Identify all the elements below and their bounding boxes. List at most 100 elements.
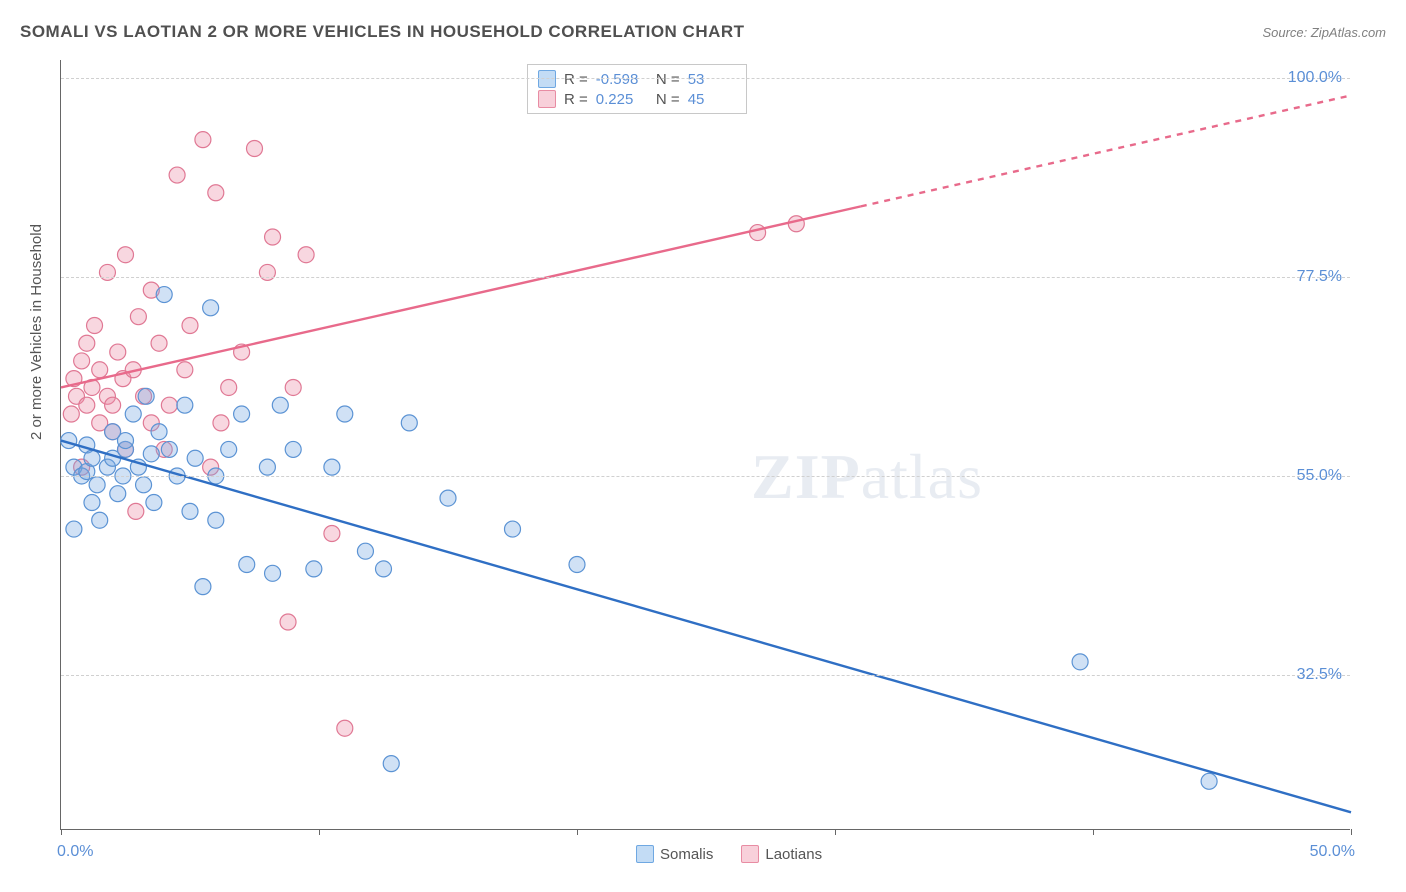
y-tick-label: 100.0%	[1288, 69, 1342, 87]
data-point	[118, 433, 134, 449]
legend-swatch	[741, 845, 759, 863]
data-point	[110, 486, 126, 502]
data-point	[182, 318, 198, 334]
data-point	[569, 556, 585, 572]
data-point	[306, 561, 322, 577]
data-point	[505, 521, 521, 537]
x-tick	[835, 829, 836, 835]
data-point	[87, 318, 103, 334]
r-value: -0.598	[596, 71, 644, 88]
data-point	[182, 503, 198, 519]
x-tick	[577, 829, 578, 835]
data-point	[265, 565, 281, 581]
data-point	[221, 441, 237, 457]
stats-legend-row: R = -0.598 N = 53	[538, 69, 736, 89]
y-tick-label: 32.5%	[1297, 666, 1342, 684]
data-point	[239, 556, 255, 572]
r-label: R =	[564, 91, 588, 108]
data-point	[265, 229, 281, 245]
source-label: Source: ZipAtlas.com	[1262, 25, 1386, 40]
data-point	[1072, 654, 1088, 670]
gridline	[61, 78, 1350, 79]
plot-area: ZIPatlas R = -0.598 N = 53 R = 0.225 N =…	[60, 60, 1350, 830]
data-point	[195, 132, 211, 148]
regression-line	[61, 441, 1351, 813]
x-tick-label: 50.0%	[1310, 843, 1355, 861]
x-tick	[61, 829, 62, 835]
data-point	[1201, 773, 1217, 789]
chart-title: SOMALI VS LAOTIAN 2 OR MORE VEHICLES IN …	[20, 22, 745, 42]
data-point	[146, 495, 162, 511]
data-point	[99, 264, 115, 280]
data-point	[63, 406, 79, 422]
data-point	[440, 490, 456, 506]
data-point	[177, 362, 193, 378]
x-tick	[319, 829, 320, 835]
data-point	[208, 185, 224, 201]
y-tick-label: 55.0%	[1297, 467, 1342, 485]
data-point	[92, 362, 108, 378]
n-label: N =	[652, 71, 680, 88]
data-point	[750, 225, 766, 241]
series-legend: Somalis Laotians	[636, 845, 822, 863]
data-point	[298, 247, 314, 263]
n-value: 45	[688, 91, 736, 108]
x-tick	[1351, 829, 1352, 835]
data-point	[280, 614, 296, 630]
n-label: N =	[652, 91, 680, 108]
data-point	[128, 503, 144, 519]
data-point	[156, 287, 172, 303]
data-point	[151, 335, 167, 351]
gridline	[61, 277, 1350, 278]
data-point	[136, 477, 152, 493]
data-point	[92, 512, 108, 528]
r-value: 0.225	[596, 91, 644, 108]
data-point	[788, 216, 804, 232]
title-bar: SOMALI VS LAOTIAN 2 OR MORE VEHICLES IN …	[20, 22, 1386, 42]
data-point	[195, 579, 211, 595]
x-tick	[1093, 829, 1094, 835]
data-point	[324, 459, 340, 475]
data-point	[187, 450, 203, 466]
x-tick-label: 0.0%	[57, 843, 93, 861]
data-point	[272, 397, 288, 413]
data-point	[130, 309, 146, 325]
data-point	[337, 406, 353, 422]
data-point	[285, 379, 301, 395]
legend-swatch	[636, 845, 654, 863]
regression-line	[861, 95, 1351, 206]
data-point	[401, 415, 417, 431]
data-point	[66, 521, 82, 537]
data-point	[161, 397, 177, 413]
data-point	[357, 543, 373, 559]
data-point	[118, 247, 134, 263]
data-point	[105, 397, 121, 413]
legend-swatch	[538, 90, 556, 108]
data-point	[84, 495, 100, 511]
data-point	[151, 424, 167, 440]
data-point	[143, 446, 159, 462]
data-point	[285, 441, 301, 457]
data-point	[376, 561, 392, 577]
data-point	[337, 720, 353, 736]
legend-label: Laotians	[765, 846, 822, 863]
data-point	[259, 264, 275, 280]
data-point	[79, 397, 95, 413]
legend-item: Somalis	[636, 845, 713, 863]
data-point	[383, 756, 399, 772]
gridline	[61, 675, 1350, 676]
data-point	[138, 388, 154, 404]
stats-legend-row: R = 0.225 N = 45	[538, 89, 736, 109]
legend-swatch	[538, 70, 556, 88]
y-tick-label: 77.5%	[1297, 268, 1342, 286]
data-point	[84, 450, 100, 466]
data-point	[324, 526, 340, 542]
gridline	[61, 476, 1350, 477]
data-point	[169, 167, 185, 183]
data-point	[203, 300, 219, 316]
data-point	[208, 512, 224, 528]
y-axis-label: 2 or more Vehicles in Household	[28, 224, 45, 440]
r-label: R =	[564, 71, 588, 88]
data-point	[221, 379, 237, 395]
data-point	[110, 344, 126, 360]
